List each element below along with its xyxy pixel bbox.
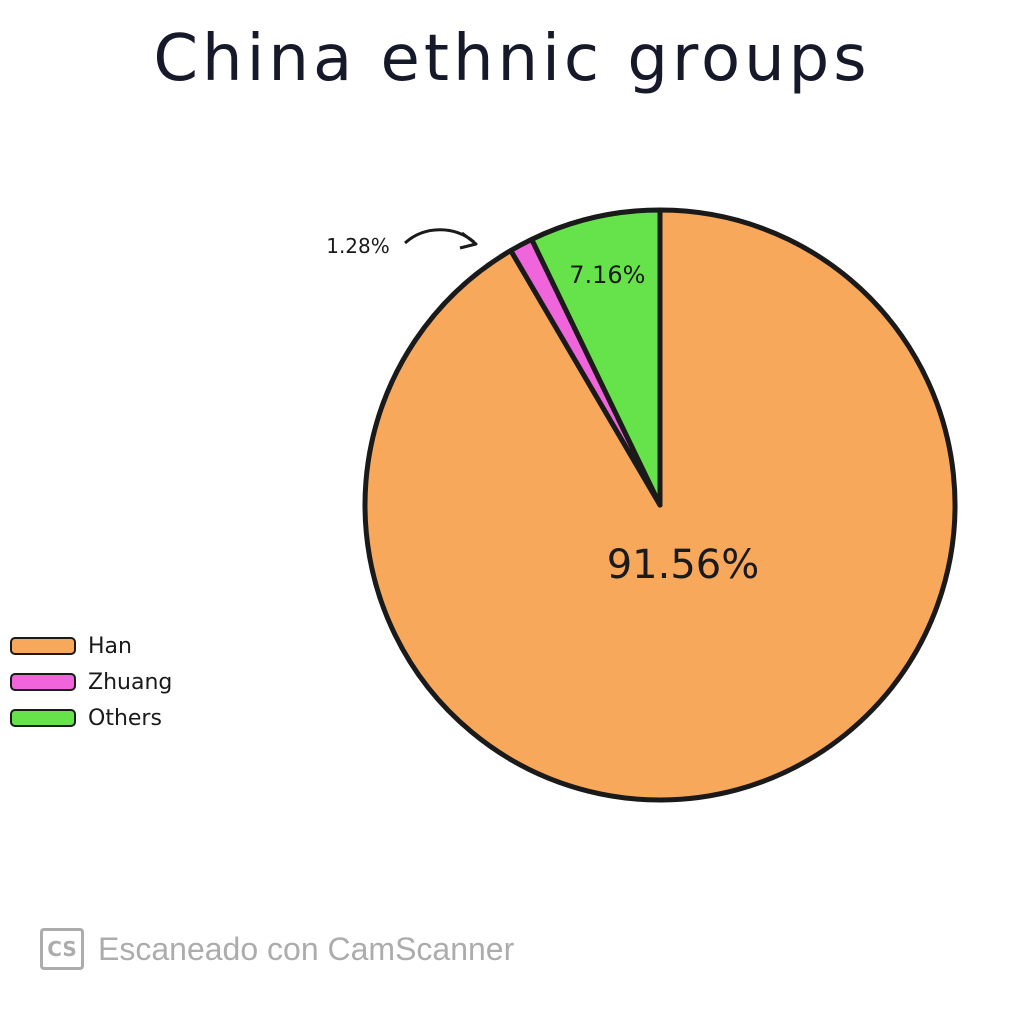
zhuang-callout-arrowhead: [459, 231, 478, 250]
pie-labels: 91.56% 7.16% 1.28%: [326, 228, 760, 588]
legend-label-han: Han: [88, 633, 132, 659]
legend-item-others: Others: [10, 700, 172, 736]
camscanner-logo-icon: CS: [40, 928, 84, 970]
watermark-text: Escaneado con CamScanner: [98, 930, 515, 967]
legend-item-han: Han: [10, 628, 172, 664]
watermark: CS Escaneado con CamScanner: [40, 928, 514, 970]
legend-swatch-han: [10, 637, 76, 655]
legend-swatch-others: [10, 709, 76, 727]
data-label-han: 91.56%: [607, 542, 760, 588]
data-label-zhuang: 1.28%: [326, 234, 390, 258]
data-label-others: 7.16%: [569, 261, 645, 289]
pie-slices: [362, 207, 958, 803]
legend-item-zhuang: Zhuang: [10, 664, 172, 700]
chart-title: China ethnic groups: [153, 22, 871, 96]
legend: Han Zhuang Others: [10, 628, 172, 736]
legend-label-zhuang: Zhuang: [88, 669, 173, 695]
legend-swatch-zhuang: [10, 673, 76, 691]
zhuang-callout-arrow: [403, 228, 475, 245]
pie-slice-others: [529, 207, 663, 508]
legend-label-others: Others: [88, 705, 162, 731]
